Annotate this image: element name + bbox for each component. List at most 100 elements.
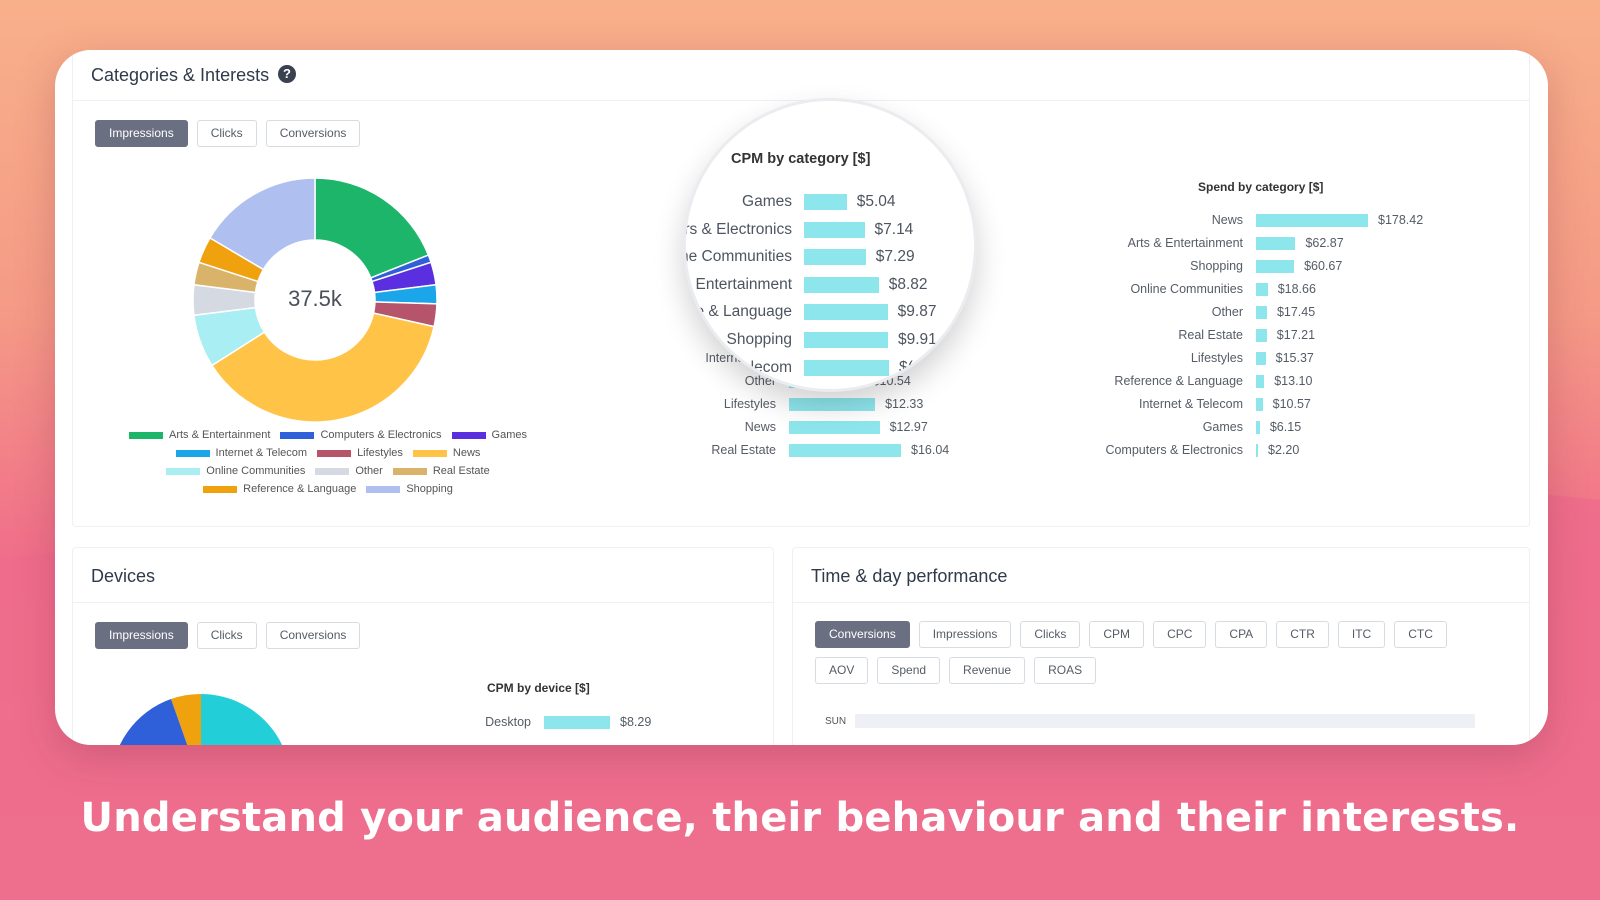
legend-item[interactable]: Arts & Entertainment [128, 429, 270, 441]
devices-tabs: Impressions Clicks Conversions [95, 622, 361, 649]
legend-swatch [392, 467, 427, 475]
legend-label: Online Communities [206, 465, 306, 477]
legend-item[interactable]: Internet & Telecom [175, 447, 307, 459]
bar[interactable] [804, 332, 888, 348]
bar-value-label: $2.20 [1268, 443, 1300, 457]
donut-slice[interactable] [210, 312, 435, 423]
bar[interactable] [1256, 444, 1258, 457]
bar[interactable] [789, 398, 876, 411]
bar[interactable] [1256, 283, 1268, 296]
legend-label: Computers & Electronics [320, 429, 442, 441]
bar[interactable] [1256, 375, 1265, 388]
tab-aov[interactable]: AOV [815, 657, 869, 684]
bar[interactable] [789, 421, 880, 434]
legend-item[interactable]: Real Estate [392, 465, 490, 477]
bar-row: Computers & Electronics $2.20 [1073, 440, 1523, 460]
bar[interactable] [1256, 329, 1267, 342]
bar[interactable] [1256, 260, 1295, 273]
tab-itc[interactable]: ITC [1337, 621, 1386, 648]
tab-conversions[interactable]: Conversions [265, 120, 361, 147]
legend-label: Games [491, 429, 527, 441]
bar-value-label: $7.14 [874, 220, 914, 238]
bar-value-label: $15.37 [1275, 351, 1314, 365]
tab-revenue[interactable]: Revenue [949, 657, 1026, 684]
legend-item[interactable]: Shopping [366, 483, 453, 495]
bar-value-label: $17.45 [1276, 305, 1316, 319]
tab-conversions[interactable]: Conversions [265, 622, 361, 649]
donut-slice[interactable] [208, 177, 316, 271]
bar-row: Games $6.15 [1073, 417, 1523, 437]
tab-clicks[interactable]: Clicks [196, 622, 257, 649]
legend-swatch [317, 449, 352, 457]
bar[interactable] [804, 194, 847, 210]
bar[interactable] [544, 716, 610, 729]
help-icon[interactable]: ? [278, 65, 296, 83]
tab-cpc[interactable]: CPC [1153, 621, 1207, 648]
bar-value-label: $( [899, 358, 913, 376]
bar[interactable] [804, 359, 890, 376]
bar-label: Games [742, 193, 792, 210]
panel-divider [73, 602, 773, 603]
legend-item[interactable]: Lifestyles [317, 447, 403, 459]
tab-impressions[interactable]: Impressions [95, 622, 188, 649]
tab-roas[interactable]: ROAS [1034, 657, 1097, 684]
legend-label: Shopping [406, 483, 453, 495]
bar[interactable] [804, 304, 888, 321]
legend-item[interactable]: Other [315, 465, 383, 477]
bar-label: Desktop [485, 715, 531, 729]
bar-row: Real Estate $17.21 [1073, 325, 1523, 345]
tab-ctr[interactable]: CTR [1276, 621, 1329, 648]
bar-row: Arts & Entertainment $62.87 [1073, 233, 1523, 253]
legend-label: Reference & Language [243, 483, 357, 495]
bar-label: Shopping [726, 331, 792, 348]
bar[interactable] [1256, 352, 1266, 365]
bar-label: Real Estate [711, 443, 776, 457]
bar[interactable] [789, 444, 901, 457]
category-donut-chart [192, 177, 438, 423]
bar-label: ce & Language [687, 303, 792, 321]
bar-value-label: $60.67 [1304, 259, 1343, 273]
legend-item[interactable]: Online Communities [166, 465, 305, 477]
pie-slice-mobile [119, 699, 188, 745]
bar-row: News $178.42 [1073, 210, 1523, 230]
bar[interactable] [1256, 214, 1368, 227]
bar[interactable] [804, 249, 866, 266]
tab-ctc[interactable]: CTC [1394, 621, 1447, 648]
bar-value-label: $17.21 [1276, 328, 1316, 342]
legend-item[interactable]: Games [451, 429, 527, 441]
legend-item[interactable]: News [412, 447, 480, 459]
bar-label: Lifestyles [1190, 351, 1243, 365]
marketing-caption: Understand your audience, their behaviou… [80, 795, 1520, 841]
bar-row: Desktop $8.29 [403, 712, 763, 732]
spend-chart-title: Spend by category [$] [1198, 180, 1324, 194]
legend-swatch [175, 449, 210, 457]
panel-divider [793, 602, 1529, 603]
time-day-panel: Time & day performance Conversions Impre… [792, 547, 1530, 745]
bar-row: elecom $( [686, 357, 974, 379]
tab-conversions[interactable]: Conversions [815, 621, 910, 648]
bar[interactable] [804, 221, 865, 238]
bar[interactable] [1256, 306, 1267, 319]
tab-impressions[interactable]: Impressions [95, 120, 188, 147]
bar[interactable] [1256, 398, 1263, 411]
tab-spend[interactable]: Spend [877, 657, 941, 684]
tab-clicks[interactable]: Clicks [196, 120, 257, 147]
tab-cpa[interactable]: CPA [1215, 621, 1268, 648]
pie-slice-desktop [201, 694, 283, 745]
bar[interactable] [1256, 237, 1296, 250]
categories-panel-title: Categories & Interests [91, 65, 270, 85]
legend-item[interactable]: Computers & Electronics [280, 429, 442, 441]
bar[interactable] [804, 276, 879, 293]
cpm-device-chart-title: CPM by device [$] [487, 681, 590, 695]
bar-row: ce & Language $9.87 [686, 301, 974, 323]
tab-cpm[interactable]: CPM [1089, 621, 1145, 648]
bar[interactable] [1256, 421, 1260, 434]
tab-clicks[interactable]: Clicks [1020, 621, 1081, 648]
legend-swatch [451, 431, 486, 439]
bar-row: Entertainment $8.82 [686, 274, 974, 296]
legend-item[interactable]: Reference & Language [203, 483, 356, 495]
bar-label: Online Communities [1130, 282, 1243, 296]
bar-value-label: $9.87 [897, 303, 937, 321]
tab-impressions[interactable]: Impressions [918, 621, 1012, 648]
legend-swatch [203, 485, 238, 493]
